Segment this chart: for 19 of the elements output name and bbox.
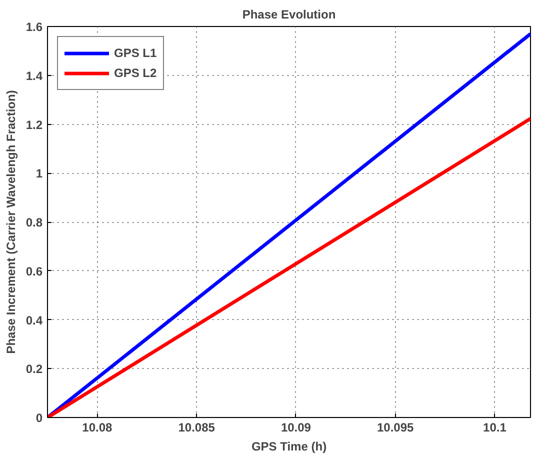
x-tick-label: 10.08	[82, 420, 113, 434]
y-tick-label: 0.8	[26, 216, 43, 230]
y-tick-label: 0.6	[26, 264, 43, 278]
y-tick-label: 0	[36, 411, 43, 425]
chart-title: Phase Evolution	[242, 8, 336, 22]
legend-label: GPS L1	[114, 46, 157, 60]
x-tick-label: 10.095	[376, 420, 414, 434]
y-tick-label: 0.2	[26, 362, 43, 376]
x-axis-title: GPS Time (h)	[251, 440, 327, 454]
y-axis-title: Phase Increment (Carrier Wavelengh Fraction)	[4, 90, 18, 354]
y-tick-label: 1.4	[26, 68, 43, 83]
legend-label: GPS L2	[114, 66, 157, 80]
y-tick-label: 0.4	[26, 313, 43, 328]
x-tick-label: 10.085	[178, 420, 216, 434]
y-tick-label: 1.6	[26, 20, 43, 34]
y-tick-label: 1.2	[26, 118, 43, 132]
x-tick-label: 10.09	[280, 420, 312, 434]
x-tick-label: 10.1	[483, 420, 507, 434]
y-tick-label: 1	[36, 166, 43, 181]
